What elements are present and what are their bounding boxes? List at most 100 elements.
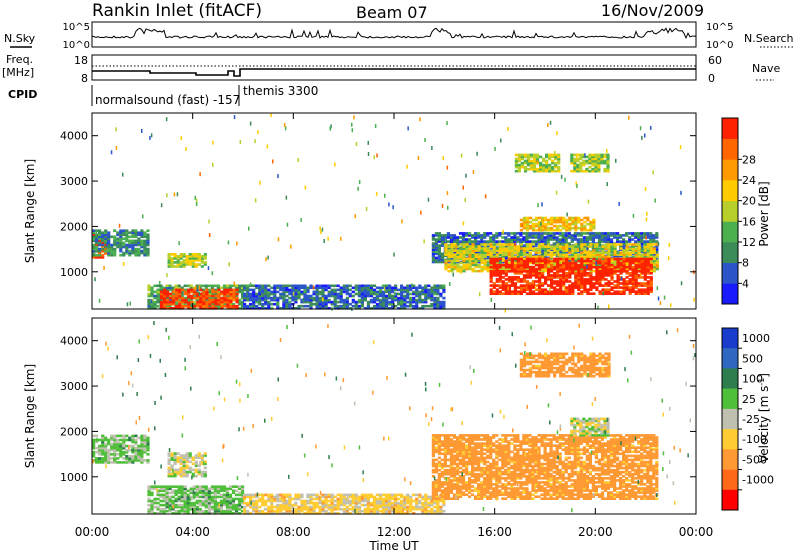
power-cell (437, 236, 441, 239)
power-cell (483, 259, 487, 263)
power-cell (174, 286, 178, 290)
power-cell (165, 296, 169, 300)
power-cell (95, 245, 99, 249)
power-speckle (340, 236, 342, 241)
power-cell (525, 270, 530, 273)
power-cell (603, 153, 607, 157)
power-cell (172, 298, 176, 302)
power-cell (455, 240, 460, 243)
power-cell (354, 302, 358, 306)
power-cell (550, 270, 554, 273)
power-cell (159, 288, 163, 292)
power-cell (409, 288, 413, 292)
power-cell (556, 243, 560, 246)
power-cell (588, 234, 592, 237)
velocity-cell (134, 438, 138, 442)
power-cell (544, 216, 548, 220)
power-cell (613, 245, 617, 248)
power-speckle (277, 237, 280, 242)
power-cell (498, 290, 502, 293)
power-cell (534, 232, 538, 235)
power-cell (450, 251, 454, 254)
power-cell (616, 292, 620, 295)
power-cell (294, 286, 298, 290)
power-cell (577, 288, 581, 291)
power-cell (510, 240, 514, 243)
power-cell (522, 220, 527, 224)
power-cell (174, 284, 178, 288)
power-cell (601, 245, 605, 248)
power-cell (351, 300, 355, 304)
velocity-cell (195, 495, 199, 499)
power-cell (649, 278, 653, 281)
velocity-cell (153, 485, 157, 488)
power-cell (652, 257, 656, 261)
power-cell (223, 298, 227, 302)
power-cell (538, 259, 542, 263)
power-cell (551, 159, 555, 163)
power-cell (585, 155, 589, 159)
power-cell (453, 253, 457, 256)
power-cell (468, 247, 472, 250)
power-cell (507, 257, 511, 261)
power-cell (528, 226, 533, 230)
power-cell (628, 251, 632, 254)
power-cell (554, 155, 558, 159)
power-cell (424, 292, 428, 296)
power-cell (480, 253, 484, 256)
power-cell (440, 234, 444, 237)
power-cell (544, 269, 548, 273)
power-cell (580, 272, 584, 275)
power-cell (501, 282, 505, 285)
power-cell (459, 265, 463, 269)
power-cell (597, 169, 601, 173)
power-cell (510, 280, 514, 283)
power-cell (430, 298, 434, 302)
velocity-cell (195, 505, 199, 509)
power-cell (312, 302, 316, 306)
power-cell (116, 243, 120, 247)
power-cell (486, 249, 490, 252)
power-cell (492, 290, 496, 293)
power-cell (565, 292, 569, 295)
power-speckle (556, 131, 558, 136)
power-cell (580, 263, 584, 267)
power-cell (495, 280, 499, 283)
power-cell (444, 249, 448, 252)
power-cell (576, 159, 580, 163)
power-cell (107, 251, 111, 255)
power-cell (541, 216, 545, 220)
power-cell (285, 286, 289, 290)
velocity-cell (183, 512, 187, 515)
power-cell (640, 265, 644, 269)
power-cell (646, 263, 650, 267)
velocity-cell (162, 499, 166, 503)
power-cell (381, 284, 386, 288)
nsearch-tick-bottom: 10^0 (706, 40, 733, 51)
power-cell (104, 249, 108, 253)
power-cell (510, 251, 514, 254)
power-cell (249, 304, 253, 308)
power-cell (557, 157, 561, 161)
power-cell (375, 296, 380, 300)
power-cell (640, 238, 644, 241)
power-cell (495, 243, 499, 246)
power-cell (415, 286, 419, 290)
velocity-cell (198, 507, 202, 511)
power-cell (592, 276, 596, 279)
power-cell (528, 272, 533, 275)
power-cell (173, 261, 177, 264)
power-cell (444, 265, 448, 269)
power-cell (486, 267, 490, 271)
power-cell (336, 288, 340, 292)
power-cell (394, 296, 398, 300)
power-cell (339, 292, 343, 296)
power-cell (235, 304, 239, 308)
power-cell (200, 261, 204, 264)
velocity-cell (104, 438, 108, 442)
power-cell (571, 222, 575, 226)
power-cell (616, 282, 620, 285)
power-cell (571, 286, 575, 289)
velocity-cell (104, 446, 108, 450)
power-cell (381, 286, 386, 290)
